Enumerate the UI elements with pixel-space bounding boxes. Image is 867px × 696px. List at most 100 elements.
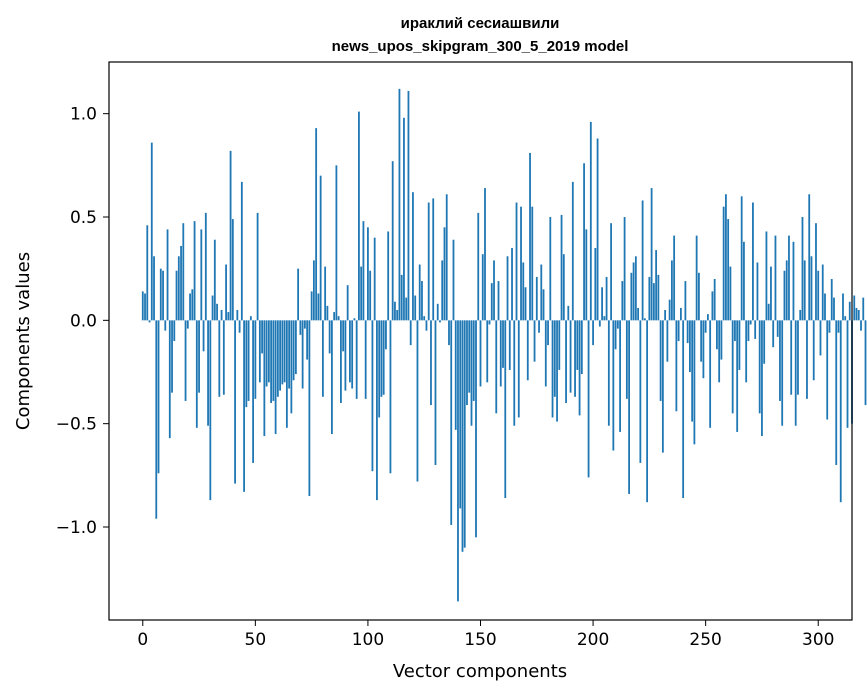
bar-184 [556, 320, 558, 422]
bar-283 [779, 320, 781, 401]
bar-169 [522, 262, 525, 321]
bar-312 [844, 316, 847, 321]
bar-286 [785, 260, 788, 321]
bar-10 [164, 320, 167, 331]
bar-43 [238, 320, 241, 333]
bar-151 [481, 254, 484, 321]
bar-15 [175, 270, 178, 321]
bar-142 [461, 320, 464, 552]
bar-200 [592, 320, 594, 346]
bar-125 [423, 316, 426, 321]
bar-306 [830, 279, 833, 321]
x-tick-label: 250 [689, 630, 721, 650]
bar-150 [479, 320, 482, 387]
bar-55 [265, 320, 268, 387]
bar-156 [493, 260, 495, 321]
bar-261 [729, 266, 732, 321]
bar-91 [346, 285, 349, 321]
bar-320 [862, 297, 865, 321]
bar-53 [261, 320, 263, 354]
bar-296 [808, 194, 811, 321]
bar-28 [204, 212, 207, 321]
bar-143 [463, 320, 466, 548]
bar-76 [312, 260, 315, 321]
bar-237 [675, 320, 678, 412]
bar-136 [448, 320, 450, 346]
bar-139 [454, 320, 457, 430]
bar-89 [342, 320, 345, 352]
bar-255 [716, 320, 718, 350]
bar-36 [222, 320, 225, 395]
bar-102 [371, 320, 374, 472]
bar-18 [182, 223, 185, 321]
bar-81 [324, 266, 327, 321]
bar-248 [700, 320, 703, 362]
bar-297 [810, 256, 813, 321]
bar-208 [610, 223, 612, 321]
bar-321 [864, 320, 867, 406]
bar-88 [340, 320, 342, 403]
bar-196 [583, 163, 585, 321]
bar-35 [220, 310, 223, 321]
bar-77 [315, 128, 318, 321]
bar-224 [646, 320, 649, 503]
bar-243 [688, 320, 691, 372]
bar-162 [506, 256, 509, 321]
bar-66 [290, 320, 293, 414]
bar-24 [195, 320, 198, 428]
bar-227 [652, 283, 655, 321]
bar-144 [466, 320, 468, 406]
bar-47 [247, 320, 250, 401]
bar-90 [344, 320, 347, 391]
bar-5 [153, 256, 155, 321]
bar-68 [294, 320, 297, 375]
bar-114 [398, 88, 401, 321]
bar-204 [601, 287, 603, 321]
bar-236 [673, 235, 676, 321]
bar-155 [490, 283, 493, 321]
bar-251 [707, 314, 709, 321]
bar-52 [258, 320, 261, 383]
bar-41 [234, 320, 236, 484]
bar-6 [155, 320, 158, 519]
bar-314 [848, 301, 851, 321]
bar-172 [529, 152, 531, 321]
bar-129 [432, 198, 435, 321]
bar-235 [670, 260, 673, 321]
bar-166 [515, 202, 518, 321]
bar-241 [684, 281, 687, 321]
bar-215 [625, 320, 628, 399]
bar-219 [634, 256, 637, 321]
bar-63 [283, 320, 286, 383]
bar-105 [378, 320, 381, 418]
bar-74 [308, 320, 311, 496]
bar-302 [821, 264, 824, 321]
bar-295 [806, 320, 808, 399]
bar-183 [553, 320, 556, 397]
bar-212 [619, 320, 621, 432]
bar-118 [407, 90, 410, 321]
bar-64 [285, 320, 288, 428]
bar-59 [274, 320, 277, 434]
bar-192 [574, 320, 576, 397]
bar-288 [790, 320, 793, 395]
bar-87 [337, 316, 340, 321]
bar-174 [533, 320, 536, 362]
bar-124 [421, 281, 423, 321]
bar-244 [691, 320, 694, 422]
bar-220 [637, 307, 640, 321]
bar-60 [276, 320, 279, 397]
bar-25 [198, 320, 200, 393]
bar-198 [587, 320, 590, 478]
bar-31 [211, 295, 214, 321]
bar-308 [835, 320, 838, 465]
bar-48 [249, 316, 252, 321]
bar-38 [227, 312, 230, 321]
bar-191 [571, 181, 574, 321]
bar-294 [803, 260, 806, 321]
bar-299 [815, 223, 817, 321]
bar-30 [209, 320, 212, 501]
bar-177 [540, 264, 543, 321]
chart-subtitle: news_upos_skipgram_300_5_2019 model [332, 38, 629, 55]
x-tick-label: 300 [802, 630, 834, 650]
